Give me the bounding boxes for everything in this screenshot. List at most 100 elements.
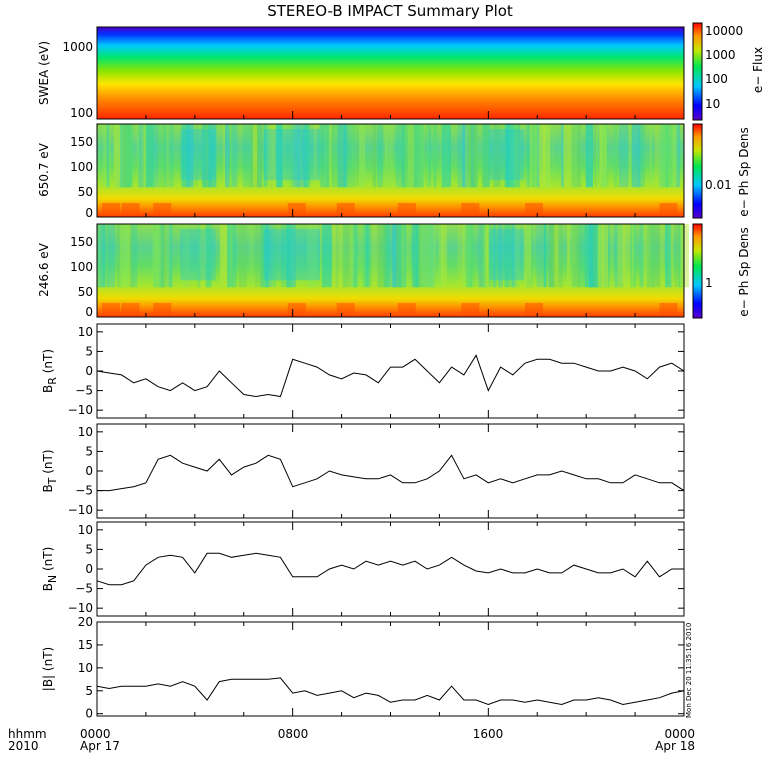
- bn-ytick-label: 0: [85, 562, 93, 576]
- pad650-texture-stripe: [675, 124, 680, 188]
- pad246-texture-stripe: [388, 224, 398, 288]
- pad246-texture-stripe: [584, 224, 594, 288]
- pad650-texture-stripe: [120, 124, 125, 188]
- pad650-colorbar: [692, 123, 703, 219]
- pad650-texture-stripe: [265, 124, 275, 188]
- pad650-texture-stripe: [103, 124, 111, 188]
- pad650-texture-stripe: [457, 124, 467, 188]
- pad246-cbar-tick-1: 1: [705, 276, 713, 290]
- pad650-texture-stripe: [324, 124, 331, 188]
- pad650-texture-stripe: [470, 124, 478, 188]
- pad246-texture-stripe: [610, 224, 614, 288]
- pad650-texture-stripe: [320, 124, 329, 188]
- pad650-texture-stripe: [631, 124, 641, 188]
- pad246-texture-stripe: [485, 224, 489, 288]
- pad650-texture-stripe: [202, 124, 206, 188]
- pad246-texture-stripe: [342, 224, 348, 288]
- pad246-texture-stripe: [153, 224, 163, 288]
- br-ytick-label: 10: [78, 325, 93, 339]
- pad246-texture-stripe: [377, 224, 382, 288]
- swea-spectrogram: [97, 27, 684, 119]
- pad650-texture-stripe: [537, 124, 540, 188]
- pad650-texture-stripe: [663, 124, 673, 188]
- pad650-texture-stripe: [561, 124, 572, 188]
- pad246-texture-stripe: [391, 224, 398, 288]
- bmag-ylabel: |B| (nT): [41, 647, 55, 691]
- pad246-texture-stripe: [414, 224, 422, 288]
- pad246-hot-spot: [659, 303, 678, 315]
- pad246-texture-stripe: [128, 224, 132, 288]
- pad650-texture-stripe: [181, 124, 190, 188]
- pad246-texture-stripe: [616, 224, 623, 288]
- pad650-texture-stripe: [213, 124, 217, 188]
- pad246-texture-stripe: [639, 224, 644, 288]
- pad246-texture-stripe: [204, 224, 211, 288]
- pad650-texture-stripe: [356, 124, 359, 188]
- pad246-texture-stripe: [354, 224, 359, 288]
- pad246-texture-stripe: [97, 224, 101, 288]
- pad246-texture-stripe: [469, 224, 476, 288]
- pad650-texture-stripe: [187, 124, 194, 188]
- pad650-texture-stripe: [407, 124, 415, 188]
- xtick-label-1600: 1600: [473, 727, 504, 741]
- pad246-texture-stripe: [665, 224, 673, 288]
- pad246-texture-stripe: [130, 224, 138, 288]
- pad246-texture-stripe: [646, 224, 653, 288]
- pad246-texture-stripe: [420, 224, 429, 288]
- pad650-cbar-title: e− Ph Sp Dens: [737, 127, 751, 216]
- pad650-texture-stripe: [351, 124, 356, 188]
- pad650-texture-stripe: [542, 124, 551, 188]
- pad246-texture-stripe: [368, 224, 372, 288]
- pad246-ytick-100: 100: [70, 260, 93, 274]
- swea-cbar-tick-3: 100: [705, 72, 728, 86]
- pad650-texture-stripe: [164, 124, 174, 188]
- pad650-texture-stripe: [429, 124, 432, 188]
- swea-cbar-title: e− Flux: [751, 47, 765, 93]
- pad246-texture-stripe: [536, 224, 546, 288]
- pad650-texture-patch: [489, 129, 525, 181]
- pad650-texture-stripe: [671, 124, 678, 188]
- pad650-hot-spot: [101, 203, 120, 215]
- pad650-texture-stripe: [672, 124, 679, 188]
- pad246-texture-stripe: [159, 224, 164, 288]
- pad246-texture-stripe: [332, 224, 337, 288]
- pad246-texture-stripe: [255, 224, 264, 288]
- bn-ytick-label: −10: [68, 601, 93, 615]
- pad650-texture-stripe: [359, 124, 366, 188]
- pad246-texture-stripe: [512, 224, 517, 288]
- pad650-hot-spot: [659, 203, 678, 215]
- pad650-texture-stripe: [263, 124, 268, 188]
- pad650-texture-stripe: [664, 124, 673, 188]
- pad246-texture-stripe: [550, 224, 554, 288]
- pad650-ytick-50: 50: [78, 185, 93, 199]
- bmag-ytick-label: 15: [78, 638, 93, 652]
- pad650-texture-stripe: [332, 124, 335, 188]
- pad246-texture-stripe: [337, 224, 343, 288]
- pad650-texture-stripe: [649, 124, 652, 188]
- pad650-texture-stripe: [337, 124, 347, 188]
- pad246-texture-stripe: [119, 224, 129, 288]
- pad650-texture-stripe: [257, 124, 263, 188]
- pad246-texture-stripe: [430, 224, 435, 288]
- pad246-ytick-50: 50: [78, 285, 93, 299]
- pad246-texture-stripe: [292, 224, 297, 288]
- swea-colorbar: [692, 22, 703, 121]
- pad650-texture-stripe: [482, 124, 490, 188]
- bn-ylabel: BN (nT): [41, 547, 59, 592]
- pad650-texture-stripe: [202, 124, 210, 188]
- pad246-texture-stripe: [659, 224, 665, 288]
- pad650-texture-stripe: [462, 124, 466, 188]
- pad246-texture-stripe: [260, 224, 269, 288]
- pad650-texture-stripe: [659, 124, 668, 188]
- pad246-texture-stripe: [567, 224, 571, 288]
- pad650-texture-stripe: [304, 124, 311, 188]
- pad650-texture-stripe: [243, 124, 253, 188]
- pad246-texture-stripe: [154, 224, 162, 288]
- pad650-texture-stripe: [514, 124, 518, 188]
- pad246-cbar-title: e− Ph Sp Dens: [737, 227, 751, 316]
- pad246-texture-stripe: [238, 224, 247, 288]
- xtick-label-0000-end: 0000: [664, 727, 695, 741]
- pad650-texture-stripe: [208, 124, 216, 188]
- pad246-texture-stripe: [578, 224, 588, 288]
- pad246-texture-stripe: [365, 224, 370, 288]
